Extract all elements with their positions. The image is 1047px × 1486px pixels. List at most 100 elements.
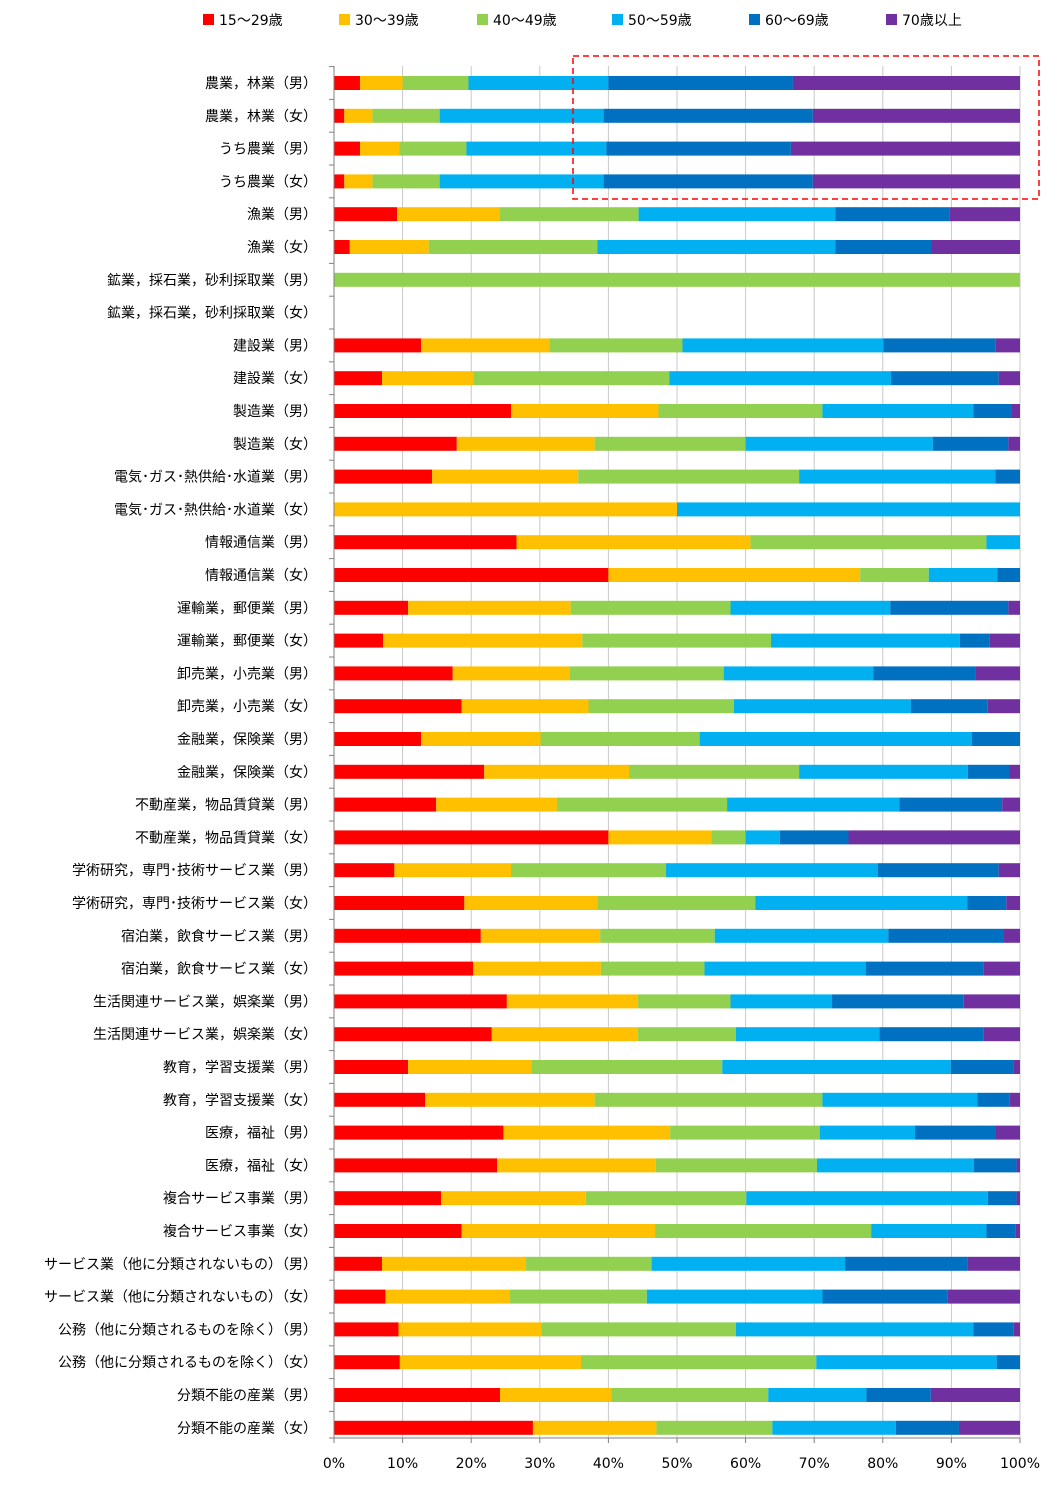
bar-segment bbox=[334, 1125, 504, 1140]
bar-segment bbox=[745, 830, 780, 845]
bar-segment bbox=[594, 436, 746, 451]
bar-segment bbox=[382, 1256, 527, 1271]
x-tick-label: 10% bbox=[387, 1456, 418, 1472]
legend-label: 40〜49歳 bbox=[493, 13, 557, 29]
x-tick-label: 40% bbox=[593, 1456, 624, 1472]
bar-segment bbox=[986, 1224, 1016, 1238]
x-tick-label: 90% bbox=[936, 1456, 967, 1472]
bar-segment bbox=[580, 1355, 817, 1370]
bar-segment bbox=[344, 174, 373, 189]
x-axis-ticks: 0% 10% 20% 30% 40% 50% 60% 70% 80% 90% 100% bbox=[323, 1438, 1040, 1472]
bar-segment bbox=[334, 535, 517, 550]
bar-segment bbox=[466, 141, 607, 156]
bar-segment bbox=[603, 174, 813, 189]
category-labels: 農業，林業（男） 農業，林業（女） うち農業（男） うち農業（女） 漁業（男） 漁業（女）… bbox=[44, 66, 334, 1439]
bar-segment bbox=[983, 1027, 1020, 1042]
bar-segment bbox=[628, 764, 800, 779]
category-label: 農業，林業（女） bbox=[205, 108, 317, 125]
bar-segment bbox=[334, 174, 345, 189]
bar-segment bbox=[334, 732, 422, 746]
category-label: 製造業（女） bbox=[233, 436, 317, 453]
category-label: うち農業（女） bbox=[219, 173, 317, 190]
bar-segment bbox=[959, 633, 990, 648]
bar-segment bbox=[421, 338, 550, 353]
bar-segment bbox=[971, 732, 1020, 746]
bar-segment bbox=[891, 371, 999, 386]
bar-segment bbox=[932, 436, 1009, 451]
bar-segment bbox=[895, 1420, 959, 1435]
bar-segment bbox=[500, 1388, 612, 1402]
category-label: 医療，福祉（男） bbox=[205, 1125, 317, 1142]
category-label: 医療，福祉（女） bbox=[205, 1157, 317, 1174]
bar-segment bbox=[1015, 1224, 1020, 1238]
bar-segment bbox=[334, 830, 609, 845]
category-label: 生活関連サービス業，娯楽業（女） bbox=[93, 1026, 317, 1043]
bar-segment bbox=[439, 174, 604, 189]
category-label: 複合サービス事業（男） bbox=[163, 1190, 317, 1207]
category-label: サービス業（他に分類されないもの）（女） bbox=[44, 1289, 317, 1306]
bar-segment bbox=[334, 1355, 400, 1370]
category-label: 分類不能の産業（男） bbox=[177, 1388, 317, 1404]
bar-segment bbox=[996, 1355, 1020, 1370]
bar-segment bbox=[473, 961, 601, 976]
legend-label: 70歳以上 bbox=[902, 13, 962, 29]
bar-segment bbox=[334, 1289, 386, 1304]
bar-segment bbox=[888, 928, 1004, 943]
gridlines bbox=[402, 66, 1021, 1438]
bar-segment bbox=[730, 600, 891, 615]
bar-segment bbox=[334, 469, 433, 484]
category-label: 建設業（女） bbox=[233, 370, 317, 387]
bar-segment bbox=[822, 404, 974, 418]
category-label: 生活関連サービス業，娯楽業（男） bbox=[93, 994, 317, 1010]
category-label: 鉱業，採石業，砂利採取業（男） bbox=[107, 272, 317, 289]
bar-segment bbox=[372, 174, 440, 189]
bar-segment bbox=[334, 436, 457, 451]
bar-segment bbox=[597, 896, 756, 910]
bar-segment bbox=[845, 1256, 968, 1271]
bar-segment bbox=[1008, 600, 1020, 615]
category-label: 宿泊業，飲食サービス業（男） bbox=[121, 928, 317, 945]
bar-segment bbox=[408, 600, 571, 615]
bar-segment bbox=[723, 666, 874, 681]
bar-segment bbox=[819, 1125, 916, 1140]
bar-segment bbox=[497, 1158, 656, 1173]
bar-segment bbox=[582, 633, 772, 648]
bar-segment bbox=[334, 666, 453, 681]
bar-segment bbox=[394, 863, 511, 878]
bar-segment bbox=[967, 764, 1010, 779]
category-label: 分類不能の産業（女） bbox=[177, 1420, 317, 1437]
bar-segment bbox=[509, 1289, 647, 1304]
bar-segment bbox=[491, 1027, 638, 1042]
bar-segment bbox=[556, 797, 728, 812]
bar-segment bbox=[334, 371, 383, 386]
category-label: 複合サービス事業（女） bbox=[163, 1223, 317, 1240]
bar-segment bbox=[1008, 436, 1020, 451]
bar-segment bbox=[428, 240, 598, 254]
bar-segment bbox=[860, 568, 929, 582]
bar-segment bbox=[334, 1256, 383, 1271]
bar-segment bbox=[977, 1092, 1010, 1107]
bar-segment bbox=[570, 600, 731, 615]
bar-segment bbox=[890, 600, 1009, 615]
bar-segment bbox=[510, 863, 667, 878]
bar-segment bbox=[408, 1060, 532, 1074]
category-label: うち農業（男） bbox=[219, 142, 317, 158]
bar-segment bbox=[441, 1191, 586, 1206]
bar-segment bbox=[699, 732, 972, 746]
category-label: サービス業（他に分類されないもの）（男） bbox=[44, 1257, 317, 1273]
bar-segment bbox=[637, 1027, 736, 1042]
bar-segment bbox=[372, 108, 440, 123]
x-tick-label: 20% bbox=[456, 1456, 487, 1472]
bar-segment bbox=[452, 666, 570, 681]
bar-segment bbox=[334, 863, 395, 878]
bar-segment bbox=[986, 535, 1020, 550]
x-tick-label: 0% bbox=[323, 1456, 345, 1472]
bar-segment bbox=[484, 764, 629, 779]
bar-segment bbox=[585, 1191, 747, 1206]
category-label: 電気･ガス･熱供給･水道業（女） bbox=[114, 501, 317, 518]
bar-segment bbox=[931, 240, 1020, 254]
bar-segment bbox=[600, 961, 705, 976]
bar-segment bbox=[722, 1060, 951, 1074]
